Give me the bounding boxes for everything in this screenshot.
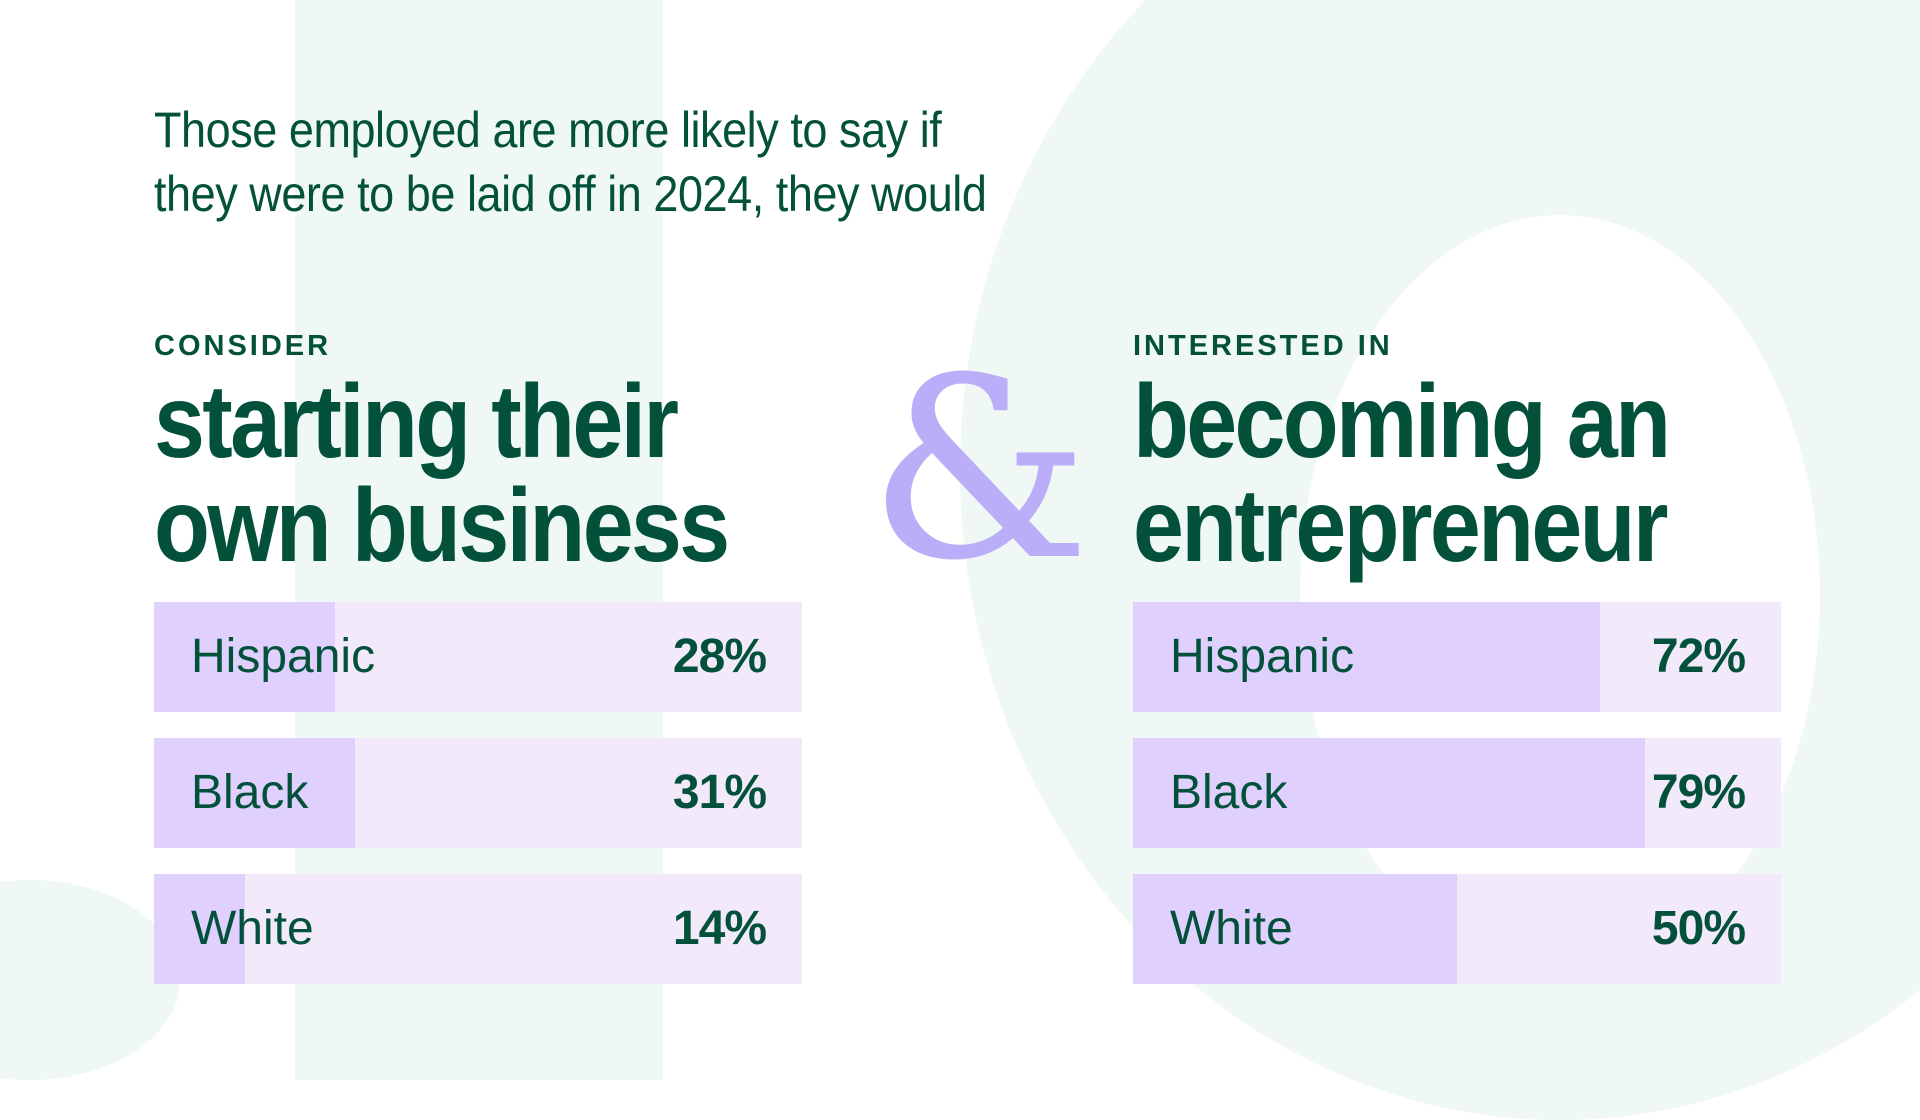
left-kicker: CONSIDER <box>154 330 332 362</box>
bar-value: 79% <box>1651 766 1746 819</box>
bar-fill <box>154 874 245 984</box>
bar-label: Black <box>1170 766 1288 819</box>
ampersand-icon: & <box>868 324 1091 615</box>
bar-fill <box>154 738 355 848</box>
bar-row: Black 31% <box>154 738 802 848</box>
left-panel: CONSIDER starting their own business His… <box>154 326 802 984</box>
bar-value: 50% <box>1651 902 1746 955</box>
left-headline-line-2: own business <box>154 468 730 584</box>
bar-row: White 14% <box>154 874 802 984</box>
right-panel: INTERESTED IN becoming an entrepreneur H… <box>1133 326 1781 984</box>
left-headline-line-1: starting their <box>154 364 679 480</box>
bar-value: 72% <box>1651 630 1746 683</box>
bar-row: Black 79% <box>1133 738 1781 848</box>
bar-label: White <box>191 902 314 955</box>
background-shape-blob <box>0 880 180 1080</box>
bar-label: Hispanic <box>191 630 376 683</box>
bar-value: 31% <box>672 766 767 819</box>
bar-fill <box>1133 602 1600 712</box>
bar-fill <box>1133 738 1645 848</box>
bar-row: White 50% <box>1133 874 1781 984</box>
right-headline-line-1: becoming an <box>1133 364 1671 480</box>
bar-label: Hispanic <box>1170 630 1355 683</box>
left-headline: starting their own business <box>154 364 730 584</box>
right-bar-chart: Hispanic 72% Black 79% White 50% <box>1133 602 1781 1010</box>
bar-label: White <box>1170 902 1293 955</box>
right-headline-line-2: entrepreneur <box>1133 468 1669 584</box>
bar-label: Black <box>191 766 309 819</box>
bar-value: 14% <box>672 902 767 955</box>
bar-fill <box>1133 874 1457 984</box>
intro-line-1: Those employed are more likely to say if <box>154 102 942 158</box>
bar-row: Hispanic 28% <box>154 602 802 712</box>
bar-value: 28% <box>672 630 767 683</box>
intro-text: Those employed are more likely to say if… <box>154 98 1144 226</box>
bar-row: Hispanic 72% <box>1133 602 1781 712</box>
background-shape-hole <box>1300 215 1820 975</box>
bar-fill <box>154 602 336 712</box>
left-bar-chart: Hispanic 28% Black 31% White 14% <box>154 602 802 1010</box>
right-headline: becoming an entrepreneur <box>1133 370 1703 578</box>
right-kicker: INTERESTED IN <box>1133 330 1393 362</box>
intro-line-2: they were to be laid off in 2024, they w… <box>154 166 987 222</box>
